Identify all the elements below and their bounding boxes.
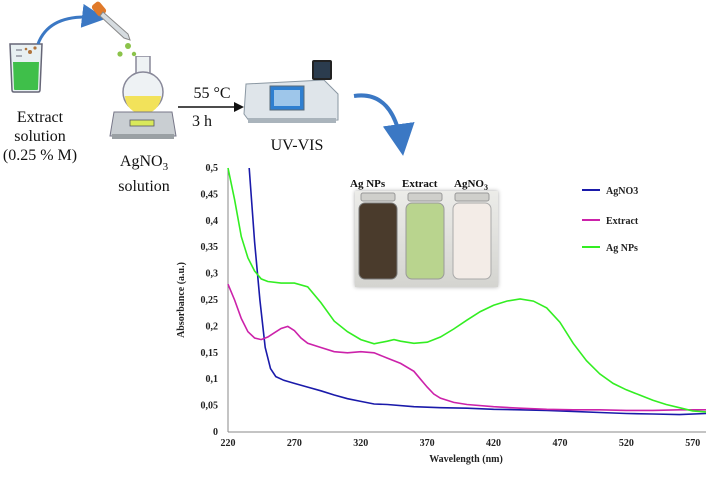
condition-time: 3 h bbox=[192, 113, 212, 130]
vial-extract bbox=[405, 192, 445, 280]
extract-solution-label: Extract solution (0.25 % M) bbox=[2, 109, 78, 164]
photo-label-extract: Extract bbox=[402, 178, 438, 190]
y-tick-label: 0,5 bbox=[206, 163, 219, 174]
y-tick-label: 0,2 bbox=[206, 321, 219, 332]
x-tick-label: 220 bbox=[221, 438, 236, 449]
spectrophotometer-illustration bbox=[243, 60, 339, 123]
x-tick-label: 520 bbox=[619, 438, 634, 449]
photo-label-agno3: AgNO3 bbox=[454, 178, 488, 193]
x-tick-label: 370 bbox=[420, 438, 435, 449]
pipette-icon bbox=[91, 1, 137, 57]
vial-ag-nps bbox=[358, 192, 398, 280]
series-line-ag-nps bbox=[227, 167, 707, 413]
y-tick-label: 0,45 bbox=[201, 189, 219, 200]
y-tick-label: 0 bbox=[213, 427, 218, 438]
series-line-agno3 bbox=[248, 167, 707, 416]
y-axis-title: Absorbance (a.u.) bbox=[176, 262, 187, 338]
legend-label: Ag NPs bbox=[606, 243, 638, 254]
y-tick-label: 0,1 bbox=[206, 374, 219, 385]
x-tick-label: 270 bbox=[287, 438, 302, 449]
vials-photo bbox=[355, 191, 498, 287]
uvvis-label: UV-VIS bbox=[270, 137, 324, 154]
legend-label: AgNO3 bbox=[606, 186, 638, 197]
y-tick-label: 0,35 bbox=[201, 242, 219, 253]
curved-arrow-down-icon bbox=[353, 93, 415, 156]
flask-stirrer-illustration bbox=[109, 56, 177, 139]
extract-beaker-illustration bbox=[9, 43, 43, 93]
x-tick-label: 470 bbox=[552, 438, 567, 449]
x-tick-label: 420 bbox=[486, 438, 501, 449]
y-tick-label: 0,15 bbox=[201, 348, 219, 359]
vial-agno3 bbox=[452, 192, 492, 280]
series-line-extract bbox=[227, 283, 706, 412]
x-tick-label: 320 bbox=[353, 438, 368, 449]
agno3-solution-label: AgNO3 solution bbox=[118, 153, 170, 196]
x-tick-label: 570 bbox=[685, 438, 700, 449]
condition-temperature: 55 °C bbox=[193, 85, 231, 102]
vials-illustration bbox=[358, 192, 492, 280]
x-axis-title: Wavelength (nm) bbox=[429, 454, 503, 465]
photo-label-ag-nps: Ag NPs bbox=[350, 178, 386, 190]
legend-label: Extract bbox=[606, 216, 639, 227]
y-tick-label: 0,3 bbox=[206, 269, 219, 280]
y-tick-label: 0,25 bbox=[201, 295, 219, 306]
right-arrow-icon bbox=[178, 102, 244, 112]
y-tick-label: 0,4 bbox=[206, 216, 219, 227]
y-tick-label: 0,05 bbox=[201, 401, 219, 412]
curved-arrow-icon bbox=[36, 4, 106, 45]
